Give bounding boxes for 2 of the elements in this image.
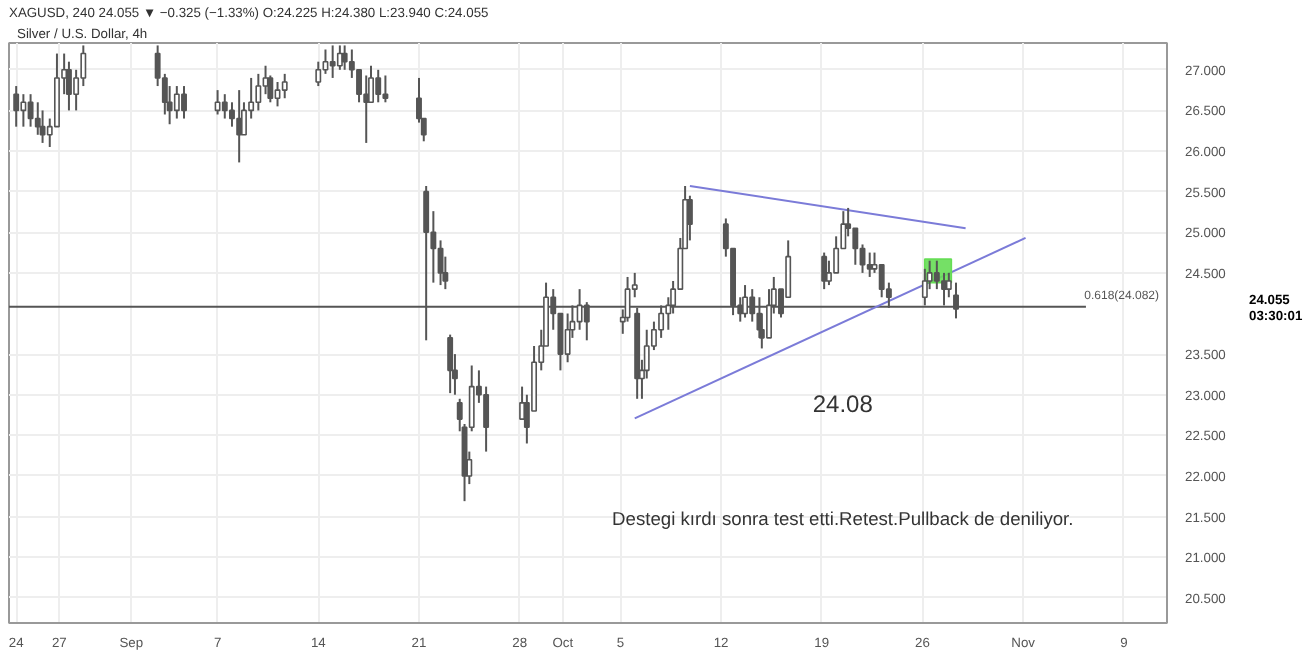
annotation: 24.08 (812, 389, 874, 418)
annotation: Destegi kırdı sonra test etti.Retest.Pullback de deniliyor. (612, 508, 1074, 529)
